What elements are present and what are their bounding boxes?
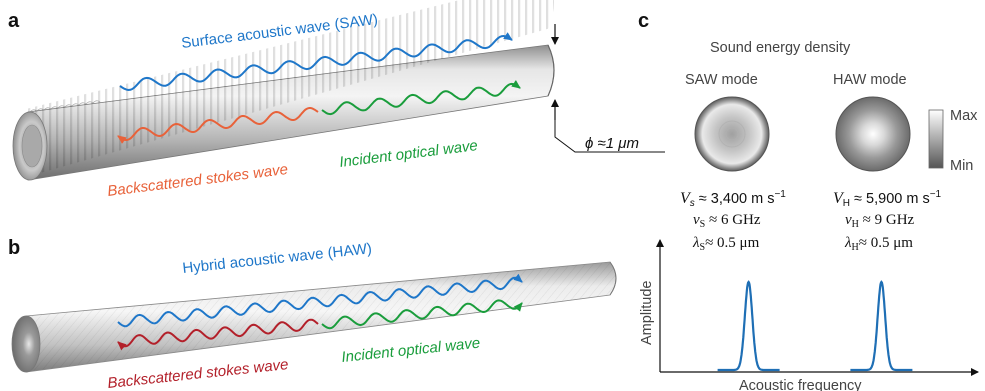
panel-letter-a: a bbox=[8, 10, 20, 32]
x-axis-label: Acoustic frequency bbox=[739, 378, 862, 391]
saw-mode-label: SAW mode bbox=[685, 72, 758, 88]
haw-mode-profile bbox=[835, 96, 911, 172]
diameter-label: ϕ ≈1 μm bbox=[585, 135, 639, 152]
incident-wave-label-b: Incident optical wave bbox=[341, 335, 481, 366]
backscattered-wave-a bbox=[117, 107, 319, 144]
saw-peak bbox=[717, 280, 780, 372]
panel-c: c Sound energy density SAW mode HAW mode… bbox=[638, 10, 979, 391]
scale-min-label: Min bbox=[950, 158, 973, 174]
spectrum-plot: Amplitude Acoustic frequency bbox=[639, 239, 979, 391]
saw-waveguide-rod bbox=[12, 0, 555, 181]
haw-mode-label: HAW mode bbox=[833, 72, 907, 88]
panel-letter-c: c bbox=[638, 10, 649, 32]
incident-wave-label-a: Incident optical wave bbox=[338, 137, 478, 171]
saw-wavelength: λS≈ 0.5 μm bbox=[692, 235, 760, 253]
saw-mode-profile bbox=[694, 96, 770, 172]
incident-optical-wave-a bbox=[321, 80, 521, 116]
rod-end-cap-b bbox=[11, 315, 41, 373]
incident-optical-wave-b bbox=[321, 299, 523, 330]
panel-b: b Hybrid acoustic wave (HAW) Incident op… bbox=[8, 237, 617, 391]
haw-velocity: VH ≈ 5,900 m s−1 bbox=[833, 189, 942, 209]
scale-max-label: Max bbox=[950, 108, 978, 124]
haw-wave-label: Hybrid acoustic wave (HAW) bbox=[182, 240, 373, 277]
saw-velocity: Vs ≈ 3,400 m s−1 bbox=[680, 189, 786, 209]
energy-density-title: Sound energy density bbox=[710, 40, 851, 56]
saw-frequency: νS ≈ 6 GHz bbox=[693, 212, 761, 230]
backscattered-wave-b bbox=[117, 318, 319, 351]
diameter-indicator: ϕ ≈1 μm bbox=[551, 24, 665, 153]
haw-peak bbox=[850, 280, 913, 372]
y-axis-label: Amplitude bbox=[639, 281, 655, 345]
haw-frequency: νH ≈ 9 GHz bbox=[845, 212, 915, 230]
panel-a: a Surface acoustic wave (SAW) Incident o… bbox=[8, 0, 665, 200]
panel-letter-b: b bbox=[8, 237, 20, 259]
haw-waveguide-rod bbox=[11, 261, 617, 373]
backscatter-label-b: Backscattered stokes wave bbox=[107, 356, 290, 391]
backscatter-label-a: Backscattered stokes wave bbox=[106, 161, 288, 200]
haw-wavelength: λH≈ 0.5 μm bbox=[844, 235, 913, 253]
haw-acoustic-wave bbox=[117, 273, 523, 328]
intensity-scale-bar: Max Min bbox=[928, 108, 978, 174]
saw-acoustic-wave bbox=[119, 32, 513, 92]
